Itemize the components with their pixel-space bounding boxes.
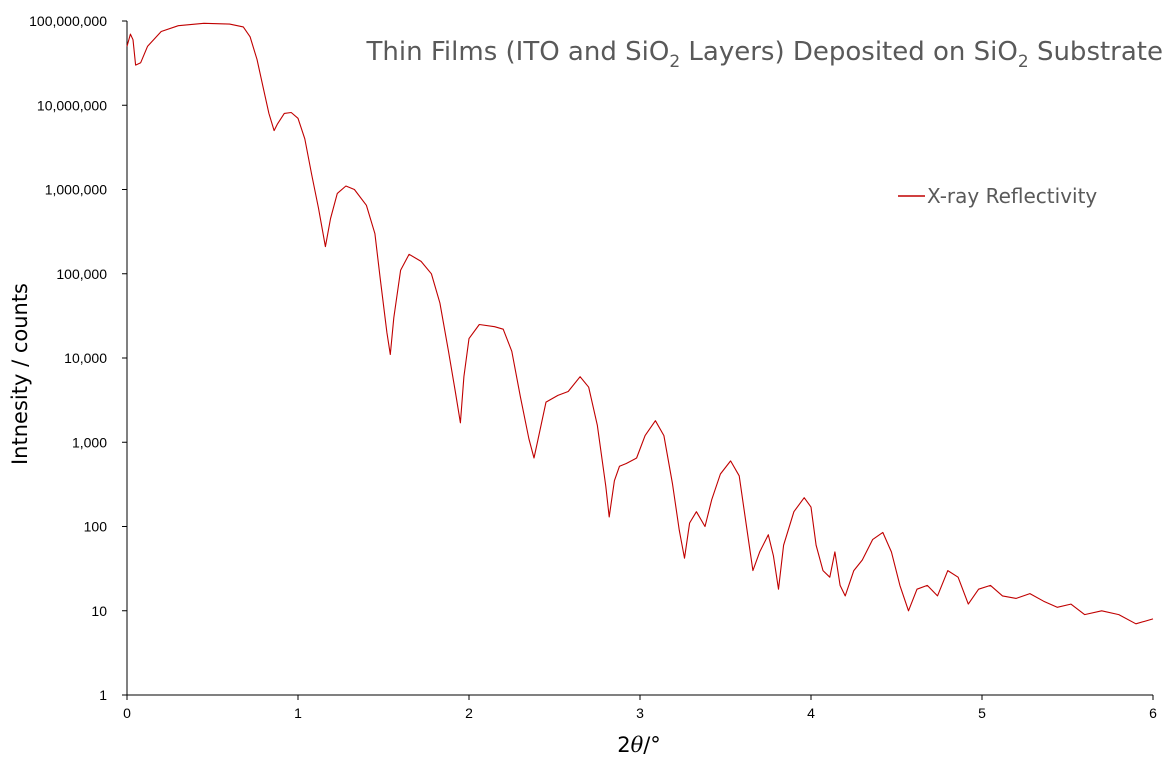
x-tick-label: 4 bbox=[807, 705, 815, 721]
chart-title: Thin Films (ITO and SiO2 Layers) Deposit… bbox=[366, 37, 1163, 72]
y-tick-label: 1 bbox=[99, 687, 107, 703]
y-tick-label: 100 bbox=[84, 519, 108, 535]
series-line-x-ray-reflectivity bbox=[126, 22, 1154, 625]
x-axis-title-prefix: 2 bbox=[617, 733, 630, 757]
x-tick-label: 2 bbox=[465, 705, 473, 721]
y-tick-label: 1,000 bbox=[72, 434, 107, 450]
y-tick-label: 100,000,000 bbox=[29, 13, 107, 29]
y-axis-ticks: 1 10 100 1,000 10,000 100,000 1,000,000 10,000,… bbox=[29, 13, 127, 703]
x-axis-title-suffix: /° bbox=[643, 733, 661, 757]
x-tick-label: 3 bbox=[636, 705, 644, 721]
x-tick-label: 0 bbox=[123, 705, 131, 721]
x-axis-title: 2θ/° bbox=[617, 733, 661, 757]
x-tick-label: 1 bbox=[294, 705, 302, 721]
title-part-2: Layers) Deposited on SiO bbox=[680, 37, 1018, 67]
title-subscript-2: 2 bbox=[1018, 52, 1029, 72]
x-axis-ticks: 0 1 2 3 4 5 6 bbox=[123, 695, 1157, 721]
y-tick-label: 10,000 bbox=[64, 350, 107, 366]
y-tick-label: 1,000,000 bbox=[45, 182, 107, 198]
title-subscript-1: 2 bbox=[669, 52, 680, 72]
legend-label: X-ray Reflectivity bbox=[927, 184, 1097, 208]
title-part-3: Substrate bbox=[1029, 37, 1163, 67]
y-tick-label: 10,000,000 bbox=[37, 97, 107, 113]
y-tick-label: 100,000 bbox=[56, 266, 107, 282]
x-axis-title-theta: θ bbox=[631, 733, 644, 757]
y-tick-label: 10 bbox=[91, 603, 107, 619]
x-tick-label: 5 bbox=[978, 705, 986, 721]
y-axis-title: Intnesity / counts bbox=[8, 283, 32, 465]
x-tick-label: 6 bbox=[1149, 705, 1157, 721]
title-part-1: Thin Films (ITO and SiO bbox=[366, 37, 670, 67]
